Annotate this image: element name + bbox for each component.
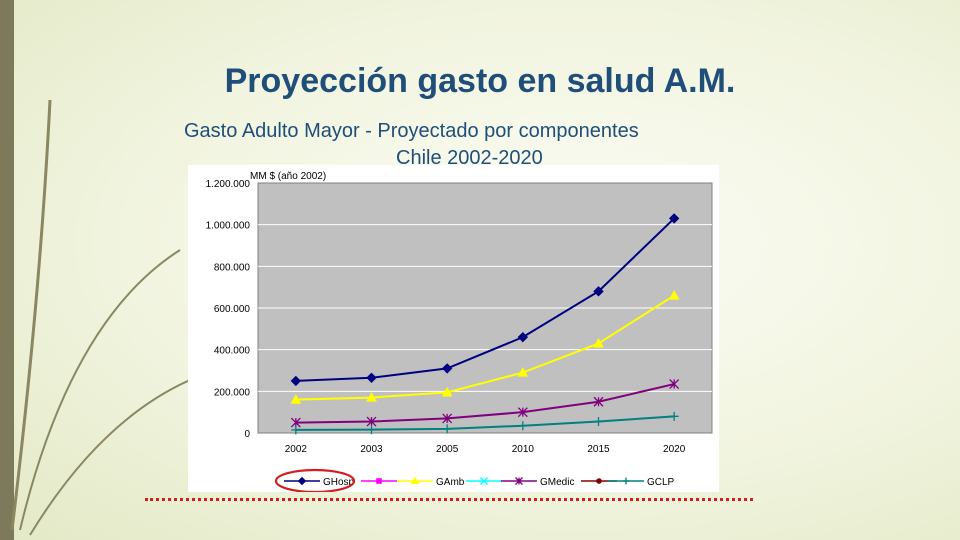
series-line bbox=[295, 383, 675, 424]
legend-marker bbox=[596, 478, 602, 484]
x-tick-label: 2020 bbox=[663, 444, 686, 455]
data-point bbox=[441, 386, 453, 397]
y-tick-label: 400.000 bbox=[214, 346, 251, 357]
data-point bbox=[593, 337, 604, 348]
data-point bbox=[593, 396, 604, 407]
x-tick-label: 2005 bbox=[436, 444, 459, 455]
x-tick-label: 2002 bbox=[285, 444, 308, 455]
data-point bbox=[442, 413, 453, 424]
legend-marker bbox=[622, 477, 630, 485]
data-point bbox=[668, 289, 680, 300]
data-point bbox=[442, 424, 452, 434]
x-tick-label: 2015 bbox=[587, 444, 610, 455]
slide-title: Proyección gasto en salud A.M. bbox=[224, 62, 736, 100]
legend-label: GCLP bbox=[647, 477, 675, 488]
data-point bbox=[518, 421, 528, 431]
data-point bbox=[594, 417, 603, 427]
x-tick-label: 2010 bbox=[512, 444, 535, 455]
series-line bbox=[295, 294, 675, 401]
data-point bbox=[290, 394, 302, 404]
data-point bbox=[668, 213, 680, 224]
y-tick-label: 0 bbox=[244, 429, 250, 440]
data-point bbox=[290, 375, 302, 387]
series-line bbox=[295, 415, 675, 431]
left-accent-bar bbox=[0, 0, 14, 540]
data-point bbox=[366, 416, 377, 427]
data-point bbox=[517, 407, 528, 418]
slide-subtitle-line2: Chile 2002-2020 bbox=[396, 147, 543, 169]
data-point bbox=[366, 372, 377, 383]
x-tick-label: 2003 bbox=[360, 444, 383, 455]
slide-subtitle-line1: Gasto Adulto Mayor - Proyectado por comp… bbox=[184, 120, 639, 142]
line-chart: 1.200.000 1.000.000 800.000 600.000 400.000 2… bbox=[206, 171, 713, 494]
legend-marker bbox=[410, 476, 420, 485]
legend-marker bbox=[297, 476, 307, 486]
legend-label: GMedic bbox=[540, 477, 574, 488]
chart-container: 1.200.000 1.000.000 800.000 600.000 400.000 2… bbox=[188, 165, 719, 494]
data-point bbox=[366, 392, 377, 402]
legend-label: GAmb bbox=[436, 477, 465, 488]
y-tick-label: 800.000 bbox=[214, 262, 251, 273]
y-tick-label: 1.200.000 bbox=[206, 179, 251, 190]
decorative-lines bbox=[10, 99, 191, 536]
data-point bbox=[441, 363, 453, 374]
legend-marker bbox=[515, 477, 523, 485]
legend-marker bbox=[376, 478, 382, 484]
series-line bbox=[295, 217, 675, 382]
y-tick-label: 1.000.000 bbox=[206, 221, 251, 232]
data-point bbox=[517, 367, 529, 377]
legend-marker bbox=[480, 477, 488, 485]
data-point bbox=[593, 286, 604, 297]
data-point bbox=[669, 411, 679, 421]
data-point bbox=[517, 331, 529, 343]
legend-label: GHosp bbox=[323, 477, 355, 488]
data-point bbox=[669, 379, 680, 390]
y-axis-label: MM $ (año 2002) bbox=[250, 171, 326, 182]
y-tick-label: 200.000 bbox=[214, 387, 251, 398]
y-tick-label: 600.000 bbox=[214, 304, 251, 315]
data-point bbox=[291, 425, 301, 435]
red-dotted-divider bbox=[145, 498, 753, 501]
data-point bbox=[367, 425, 376, 435]
